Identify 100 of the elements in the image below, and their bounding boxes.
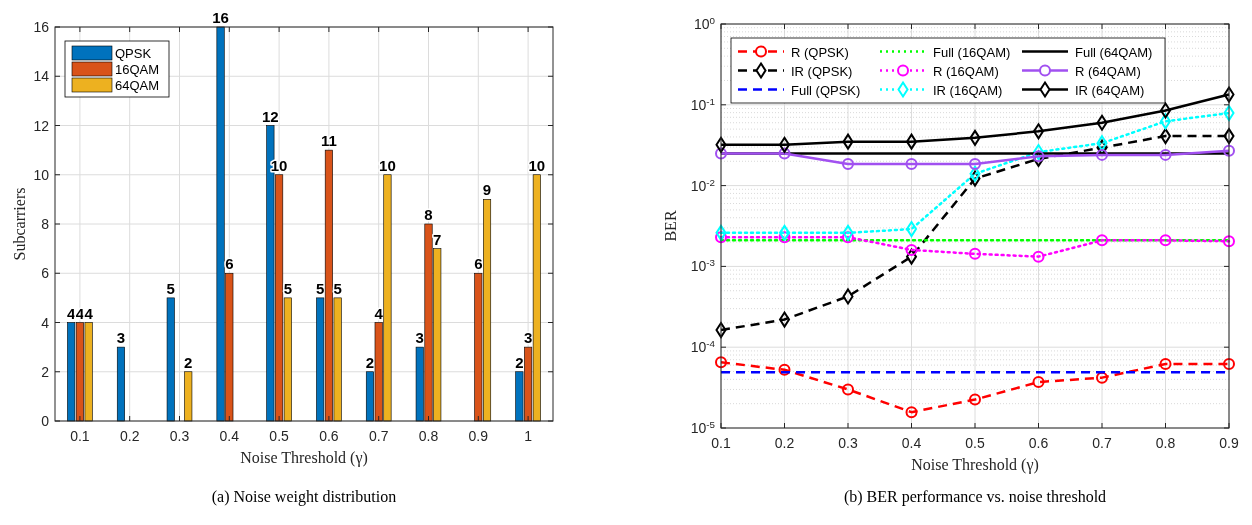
data-label: 7 (433, 230, 442, 248)
point (1223, 128, 1235, 145)
point (715, 224, 727, 241)
point (715, 147, 727, 160)
legend-label: R (QPSK) (791, 44, 849, 60)
point (969, 247, 981, 260)
bar (116, 346, 125, 422)
data-label: 3 (523, 329, 533, 347)
data-label: 6 (474, 255, 483, 273)
point (778, 147, 791, 160)
legend-label: Full (QPSK) (791, 82, 861, 98)
data-label: 4 (66, 304, 76, 322)
legend-label: IR (QPSK) (791, 63, 853, 79)
point (905, 158, 918, 171)
x-tick-label: 0.9 (468, 428, 489, 444)
y-tick-label: 14 (33, 68, 50, 85)
y-tick-label: 0 (41, 413, 50, 429)
data-label: 5 (166, 279, 175, 297)
data-label: 3 (415, 329, 424, 347)
point (715, 136, 727, 153)
point (969, 129, 981, 146)
y-tick-label: 10$^{-5}$ (690, 418, 716, 436)
y-tick-label: 10 (33, 166, 50, 183)
point (778, 363, 791, 376)
text: (b) BER performance vs. noise threshold (843, 488, 1107, 506)
point (1159, 234, 1172, 247)
y-axis-title: Subcarriers (11, 187, 28, 261)
point (905, 243, 918, 256)
y-tick-label: 10$^{-2}$ (690, 176, 715, 194)
point (1159, 357, 1172, 370)
point (1096, 135, 1108, 152)
point (778, 231, 791, 244)
point (715, 231, 727, 244)
legend-label: IR (16QAM) (933, 82, 1003, 98)
y-tick-label: 10$^{-4}$ (690, 337, 716, 356)
legend-label: Full (16QAM) (933, 44, 1011, 60)
legend-label: IR (64QAM) (1075, 82, 1145, 98)
text: (a) Noise weight distribution (211, 488, 397, 506)
x-tick-label: 0.2 (119, 428, 140, 444)
data-label: 5 (315, 279, 325, 297)
x-tick-label: 0.6 (319, 428, 339, 444)
x-tick-label: 0.7 (1092, 435, 1112, 451)
data-label: 8 (424, 206, 433, 223)
point (1096, 148, 1108, 161)
x-tick-label: 0.3 (169, 428, 190, 444)
data-label: 10 (379, 156, 396, 174)
point (969, 170, 981, 187)
y-axis-title: BER (662, 210, 679, 242)
point (1096, 114, 1108, 131)
legend-label: 16QAM (115, 62, 160, 77)
legend-label: Full (64QAM) (1075, 44, 1153, 60)
point (842, 133, 854, 150)
data-label: 6 (225, 255, 234, 273)
y-tick-label: 12 (33, 117, 50, 134)
data-label: 4 (374, 304, 384, 322)
x-tick-label: 0.8 (1155, 435, 1176, 451)
legend-label: 64QAM (115, 78, 160, 93)
data-label: 12 (262, 107, 279, 125)
y-tick-label: 8 (41, 216, 50, 232)
x-tick-label: 0.9 (1219, 435, 1239, 451)
point (842, 383, 854, 396)
point (1159, 148, 1172, 161)
legend-label: QPSK (115, 46, 152, 61)
y-tick-label: 10$^{-3}$ (690, 256, 716, 275)
point (842, 231, 854, 244)
data-label: 4 (84, 304, 94, 322)
point (1096, 234, 1108, 247)
x-tick-label: 0.8 (418, 428, 439, 444)
legend-label: R (16QAM) (933, 63, 999, 79)
x-axis-title: Noise Threshold (γ) (240, 449, 368, 467)
legend-label: R (64QAM) (1075, 63, 1141, 79)
bar (184, 371, 193, 422)
point (969, 165, 981, 182)
point (1096, 371, 1108, 384)
x-tick-label: 0.1 (70, 428, 90, 444)
point (715, 356, 727, 369)
bar (166, 297, 175, 422)
point (1223, 357, 1235, 370)
point (1032, 150, 1045, 163)
y-tick-label: 6 (41, 265, 50, 282)
point (1032, 250, 1045, 263)
x-tick-label: 0.7 (368, 428, 389, 444)
y-tick-label: 2 (41, 363, 50, 380)
data-label: 5 (283, 279, 293, 297)
data-label: 11 (320, 132, 337, 150)
y-tick-label: 4 (41, 314, 50, 331)
point (1223, 86, 1235, 103)
x-tick-label: 0.3 (838, 435, 858, 451)
y-tick-label: 10$^{-1}$ (690, 95, 715, 113)
x-tick-label: 0.2 (774, 435, 795, 451)
data-label: 10 (528, 156, 546, 174)
y-tick-label: 16 (33, 19, 50, 35)
x-tick-label: 0.6 (1028, 435, 1049, 451)
x-tick-label: 0.4 (901, 435, 922, 451)
data-label: 4 (75, 304, 85, 322)
point (1223, 235, 1235, 248)
x-tick-label: 1 (524, 428, 533, 444)
y-tick-label: 10$^{0}$ (693, 14, 716, 32)
point (842, 288, 854, 305)
data-label: 2 (365, 353, 375, 371)
